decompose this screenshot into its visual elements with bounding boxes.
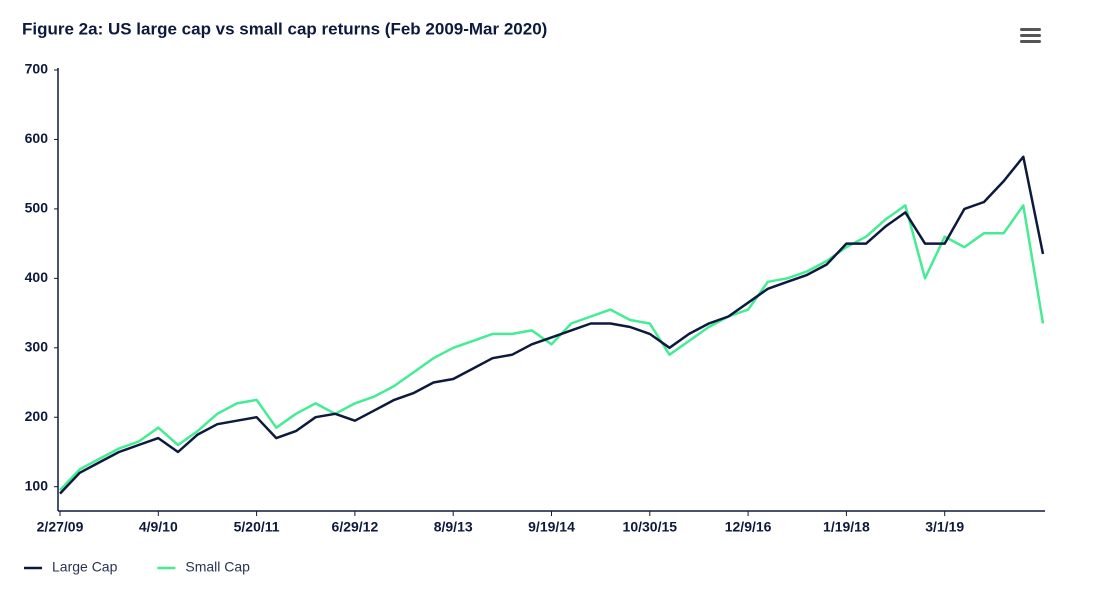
x-tick-label: 5/20/11 xyxy=(234,519,280,535)
y-tick-label: 100 xyxy=(25,477,49,493)
series-line xyxy=(59,155,1045,495)
x-tick-label: 3/1/19 xyxy=(925,519,964,535)
y-tick-label: 400 xyxy=(25,269,49,285)
menu-icon-bar xyxy=(1020,28,1041,31)
y-tick-label: 600 xyxy=(25,130,49,146)
x-tick-label: 1/19/18 xyxy=(823,519,870,535)
y-tick-label: 700 xyxy=(25,61,49,77)
menu-icon-bar xyxy=(1020,40,1041,43)
chart-title: Figure 2a: US large cap vs small cap ret… xyxy=(22,19,547,38)
y-tick-label: 200 xyxy=(25,408,49,424)
menu-icon-bar xyxy=(1020,34,1041,37)
y-tick-label: 500 xyxy=(25,200,49,216)
menu-button[interactable] xyxy=(1016,24,1046,48)
x-tick-label: 8/9/13 xyxy=(434,519,473,535)
x-tick-label: 4/9/10 xyxy=(139,519,178,535)
series-line xyxy=(59,204,1045,492)
legend-label: Small Cap xyxy=(185,559,250,575)
x-tick-label: 9/19/14 xyxy=(528,519,575,535)
x-tick-label: 12/9/16 xyxy=(725,519,772,535)
y-tick-label: 300 xyxy=(25,338,49,354)
x-tick-label: 2/27/09 xyxy=(37,519,84,535)
x-tick-label: 10/30/15 xyxy=(623,519,678,535)
x-tick-label: 6/29/12 xyxy=(332,519,379,535)
legend-label: Large Cap xyxy=(52,559,118,575)
